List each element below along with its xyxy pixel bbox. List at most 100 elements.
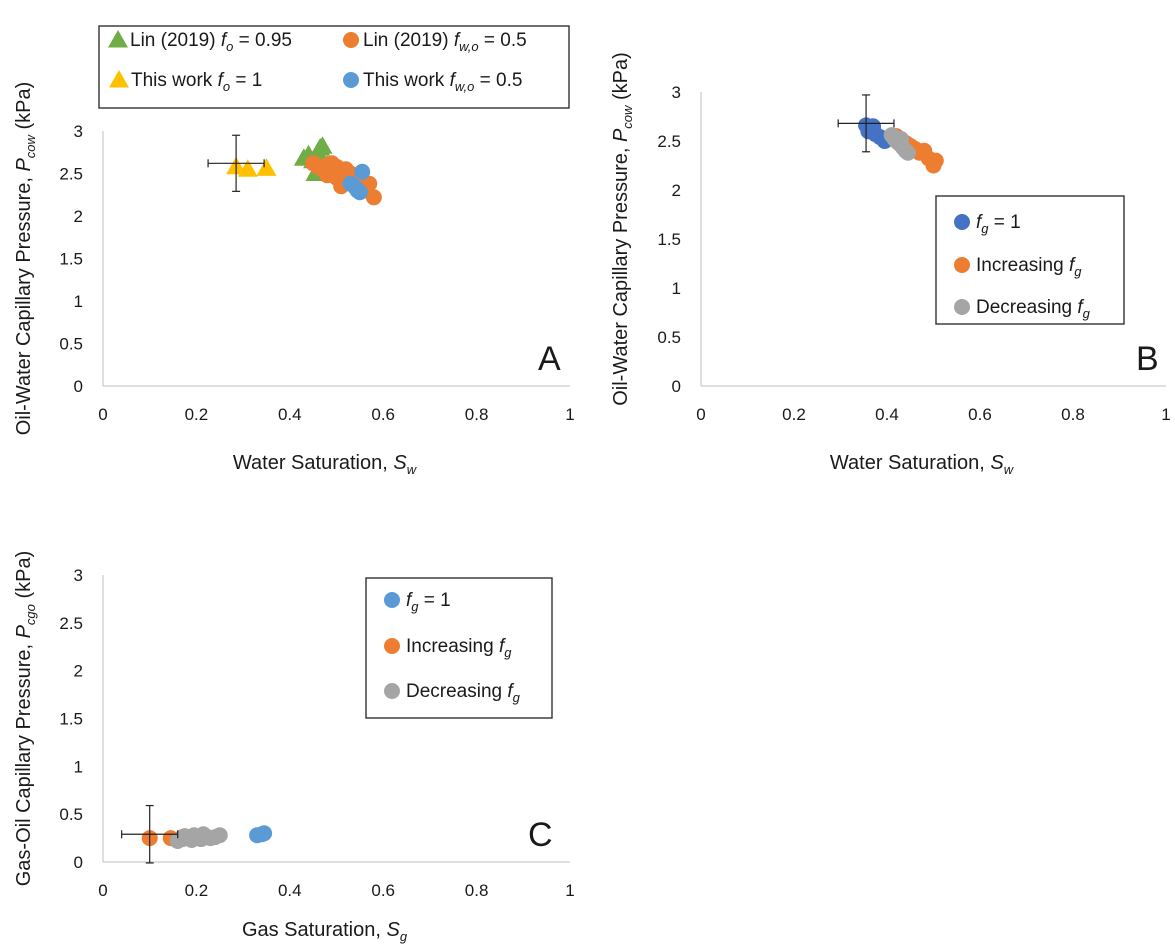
legend-item: Increasing fg <box>384 636 512 660</box>
error-bar <box>121 804 179 864</box>
x-tick-label: 0.2 <box>185 405 209 424</box>
data-point <box>899 144 916 161</box>
x-tick-label: 0.6 <box>371 405 395 424</box>
x-tick-label: 1 <box>565 405 574 424</box>
y-axis-title: Oil-Water Capillary Pressure, Pcow (kPa) <box>13 82 38 436</box>
series-0 <box>249 825 273 844</box>
y-tick-label: 1 <box>74 292 83 311</box>
series-2 <box>226 156 277 177</box>
data-point <box>312 136 333 154</box>
x-tick-label: 0 <box>98 405 107 424</box>
x-tick-label: 0 <box>696 405 705 424</box>
y-tick-label: 2.5 <box>657 132 681 151</box>
data-point <box>256 158 277 176</box>
data-point <box>892 131 909 148</box>
x-tick-label: 0.2 <box>782 405 806 424</box>
y-tick-label: 0.5 <box>59 805 83 824</box>
legend-label: This work fw,o = 0.5 <box>363 70 522 94</box>
legend-item: Decreasing fg <box>384 681 521 705</box>
y-tick-label: 0 <box>672 377 681 396</box>
y-tick-label: 1.5 <box>657 230 681 249</box>
x-tick-label: 0.8 <box>1061 405 1085 424</box>
legend-item: Decreasing fg <box>954 297 1091 321</box>
legend-item: Lin (2019) fo = 0.95 <box>108 30 292 54</box>
circle-marker-icon <box>384 638 400 654</box>
legend: fg = 1 Increasing fg Decreasing fg <box>365 577 553 719</box>
legend-item: This work fw,o = 0.5 <box>343 70 522 94</box>
y-tick-label: 2.5 <box>59 614 83 633</box>
data-point <box>195 826 212 843</box>
legend-label: Lin (2019) fo = 0.95 <box>130 30 292 54</box>
series-2 <box>883 127 916 161</box>
legend: fg = 1 Increasing fg Decreasing fg <box>935 195 1125 325</box>
error-bar <box>207 134 265 192</box>
panel-label: B <box>1136 340 1159 378</box>
x-tick-label: 0.4 <box>875 405 899 424</box>
triangle-marker-icon <box>108 30 128 48</box>
y-tick-label: 1 <box>74 757 83 776</box>
y-tick-label: 1.5 <box>59 710 83 729</box>
data-point <box>323 155 340 172</box>
data-point <box>354 163 371 180</box>
legend-item: fg = 1 <box>384 590 451 614</box>
legend-label: Increasing fg <box>976 255 1082 279</box>
panel-label: A <box>538 340 561 378</box>
legend-label: This work fo = 1 <box>131 70 262 94</box>
y-tick-label: 0 <box>74 377 83 396</box>
legend-label: fg = 1 <box>406 590 451 614</box>
y-tick-label: 3 <box>74 566 83 585</box>
legend-item: fg = 1 <box>954 212 1021 236</box>
data-point <box>309 158 326 175</box>
legend-label: fg = 1 <box>976 212 1021 236</box>
data-point <box>256 825 273 842</box>
circle-marker-icon <box>954 257 970 273</box>
series-2 <box>169 826 228 849</box>
legend-label: Decreasing fg <box>976 297 1091 321</box>
y-tick-label: 2.5 <box>59 165 83 184</box>
series-3 <box>342 163 371 201</box>
x-axis-title: Water Saturation, Sw <box>830 452 1015 477</box>
legend-label: Increasing fg <box>406 636 512 660</box>
legend-label: Decreasing fg <box>406 681 521 705</box>
triangle-marker-icon <box>109 70 129 88</box>
y-tick-label: 0 <box>74 853 83 872</box>
chart-panel-b: 0 0.2 0.4 0.6 0.8 1 0 0.5 1 1.5 2 2.5 3 Water Saturat… <box>610 52 1171 477</box>
x-tick-label: 0.8 <box>465 881 489 900</box>
circle-marker-icon <box>343 72 359 88</box>
error-bar <box>837 94 895 153</box>
data-point <box>927 152 944 169</box>
y-tick-label: 3 <box>672 83 681 102</box>
y-tick-label: 2 <box>74 662 83 681</box>
y-tick-label: 0.5 <box>59 335 83 354</box>
x-tick-label: 0.2 <box>185 881 209 900</box>
data-point <box>237 159 258 177</box>
series-0 <box>858 117 893 149</box>
data-point <box>351 184 368 201</box>
data-point <box>865 118 882 135</box>
circle-marker-icon <box>384 592 400 608</box>
y-tick-label: 3 <box>74 122 83 141</box>
x-tick-label: 0.4 <box>278 405 302 424</box>
chart-panel-a: 0 0.2 0.4 0.6 0.8 1 0 0.5 1 1.5 2 2.5 3 Water Saturat… <box>13 25 575 477</box>
y-tick-label: 2 <box>74 207 83 226</box>
x-tick-label: 1 <box>1161 405 1170 424</box>
x-tick-label: 0 <box>98 881 107 900</box>
legend-label: Lin (2019) fw,o = 0.5 <box>363 30 527 54</box>
y-axis-title: Oil-Water Capillary Pressure, Pcow (kPa) <box>610 52 635 406</box>
y-tick-label: 1.5 <box>59 250 83 269</box>
y-tick-label: 1 <box>672 279 681 298</box>
x-tick-label: 1 <box>565 881 574 900</box>
circle-marker-icon <box>954 214 970 230</box>
legend-item: Increasing fg <box>954 255 1082 279</box>
y-tick-label: 0.5 <box>657 328 681 347</box>
chart-panel-c: 0 0.2 0.4 0.6 0.8 1 0 0.5 1 1.5 2 2.5 3 Gas Saturatio… <box>13 551 575 944</box>
legend-item: Lin (2019) fw,o = 0.5 <box>343 30 527 54</box>
y-tick-label: 2 <box>672 181 681 200</box>
circle-marker-icon <box>343 32 359 48</box>
x-axis-title: Gas Saturation, Sg <box>242 919 408 944</box>
circle-marker-icon <box>384 683 400 699</box>
legend: Lin (2019) fo = 0.95 This work fo = 1 Lin … <box>98 25 570 109</box>
data-point <box>365 189 382 206</box>
data-point <box>211 827 228 844</box>
circle-marker-icon <box>954 299 970 315</box>
